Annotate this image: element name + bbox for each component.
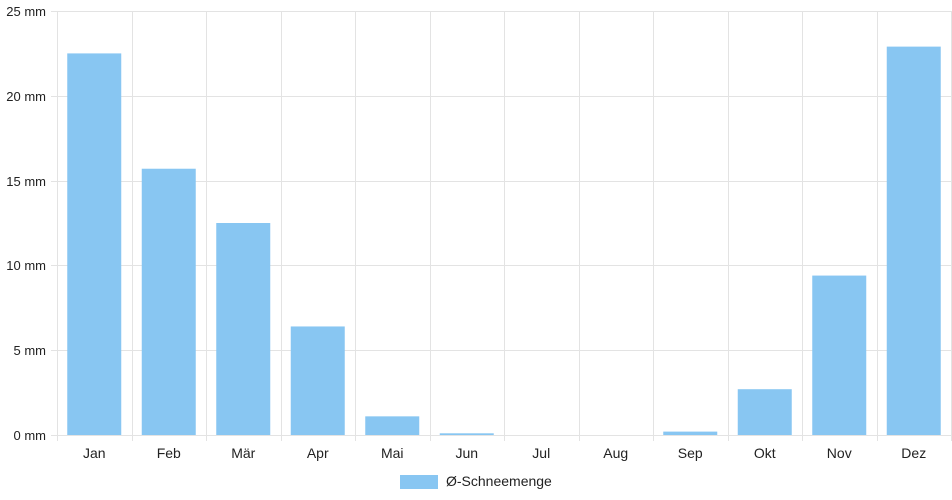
x-tick-label: Aug xyxy=(603,445,628,461)
x-tick-label: Nov xyxy=(827,445,852,461)
x-tick-label: Apr xyxy=(307,445,329,461)
bar[interactable] xyxy=(886,46,941,436)
bar[interactable] xyxy=(439,433,494,435)
bar[interactable] xyxy=(141,168,196,435)
legend[interactable]: Ø-Schneemenge xyxy=(400,473,552,489)
bar[interactable] xyxy=(365,416,420,435)
x-axis: Jan Feb Mär Apr Mai Jun Jul Aug Sep Okt Nov Dez xyxy=(83,445,926,461)
y-tick-label: 5 mm xyxy=(14,343,47,358)
legend-label[interactable]: Ø-Schneemenge xyxy=(446,473,552,489)
bar[interactable] xyxy=(737,389,792,435)
bars xyxy=(67,46,941,436)
legend-swatch[interactable] xyxy=(400,475,438,489)
y-tick-label: 15 mm xyxy=(6,174,46,189)
x-tick-label: Jun xyxy=(455,445,478,461)
x-tick-label: Feb xyxy=(157,445,181,461)
x-tick-label: Dez xyxy=(901,445,926,461)
x-tick-label: Sep xyxy=(678,445,703,461)
bar[interactable] xyxy=(290,326,345,435)
y-tick-label: 20 mm xyxy=(6,89,46,104)
x-tick-label: Jan xyxy=(83,445,106,461)
grid-lines xyxy=(51,11,952,441)
bar[interactable] xyxy=(216,223,271,435)
x-tick-label: Okt xyxy=(754,445,776,461)
y-axis: 0 mm 5 mm 10 mm 15 mm 20 mm 25 mm xyxy=(6,4,46,443)
x-tick-label: Mär xyxy=(231,445,255,461)
y-tick-label: 10 mm xyxy=(6,258,46,273)
y-tick-label: 25 mm xyxy=(6,4,46,19)
x-tick-label: Jul xyxy=(532,445,550,461)
bar[interactable] xyxy=(812,275,867,435)
bar[interactable] xyxy=(67,53,122,436)
y-tick-label: 0 mm xyxy=(14,428,47,443)
x-tick-label: Mai xyxy=(381,445,404,461)
bar[interactable] xyxy=(663,431,718,435)
